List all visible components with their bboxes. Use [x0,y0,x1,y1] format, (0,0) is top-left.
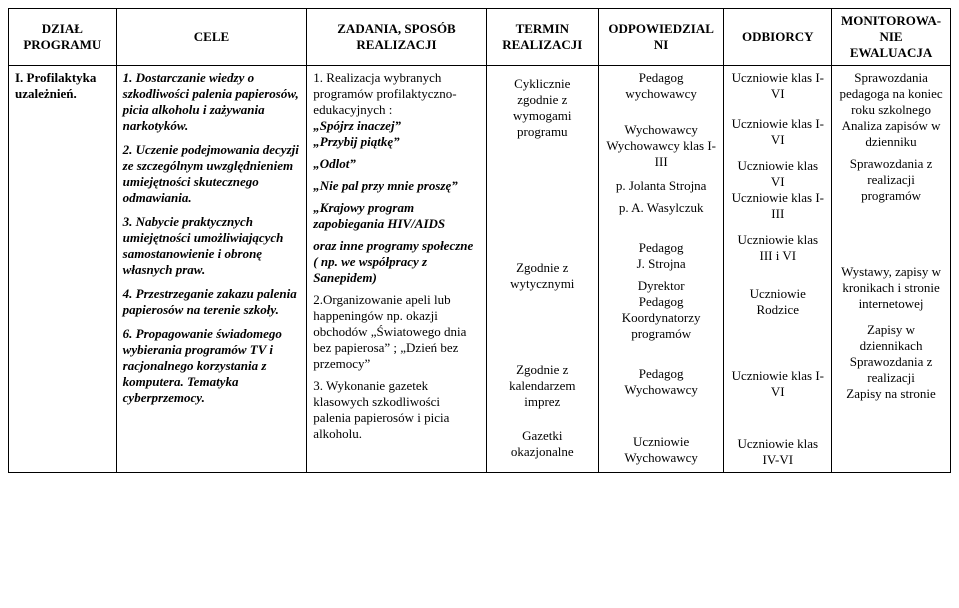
mon-5: Zapisy w dziennikach [838,322,944,354]
zad-1b: „Spójrz inaczej” [313,118,479,134]
zad-1c: „Przybij piątkę” [313,134,479,150]
odb-6: Uczniowie [730,286,825,302]
zad-1f: „Krajowy program zapobiegania HIV/AIDS [313,200,479,232]
cell-mon: Sprawozdania pedagoga na koniec roku szk… [832,66,951,473]
cele-1: 1. Dostarczanie wiedzy o szkodliwości pa… [123,70,301,134]
mon-2: Analiza zapisów w dzienniku [838,118,944,150]
odp-9: Pedagog [605,294,718,310]
mon-4: Wystawy, zapisy w kronikach i stronie in… [838,264,944,312]
odp-4: p. Jolanta Strojna [605,178,718,194]
cell-odb: Uczniowie klas I-VI Uczniowie klas I-VI … [724,66,832,473]
odb-7: Rodzice [730,302,825,318]
table-row: I. Profilaktyka uzależnień. 1. Dostarcza… [9,66,951,473]
odp-7: J. Strojna [605,256,718,272]
termin-1: Cyklicznie zgodnie z wymogami programu [493,76,592,140]
odp-1: Pedagog wychowawcy [605,70,718,102]
odp-13: Uczniowie [605,434,718,450]
mon-3: Sprawozdania z realizacji programów [838,156,944,204]
cele-6: 6. Propagowanie świadomego wybierania pr… [123,326,301,406]
odb-1: Uczniowie klas I-VI [730,70,825,102]
col-odb: ODBIORCY [724,9,832,66]
zad-2: 2.Organizowanie apeli lub happeningów np… [313,292,479,372]
zad-3: 3. Wykonanie gazetek klasowych szkodliwo… [313,378,479,442]
odp-14: Wychowawcy [605,450,718,466]
zad-1e: „Nie pal przy mnie proszę” [313,178,479,194]
odb-2: Uczniowie klas I-VI [730,116,825,148]
odb-5: Uczniowie klas III i VI [730,232,825,264]
odb-3: Uczniowie klas VI [730,158,825,190]
odp-2: Wychowawcy [605,122,718,138]
mon-1: Sprawozdania pedagoga na koniec roku szk… [838,70,944,118]
termin-2: Zgodnie z wytycznymi [493,260,592,292]
odb-9: Uczniowie klas IV-VI [730,436,825,468]
odp-10: Koordynatorzy programów [605,310,718,342]
odb-8: Uczniowie klas I-VI [730,368,825,400]
cell-termin: Cyklicznie zgodnie z wymogami programu Z… [486,66,598,473]
mon-6: Sprawozdania z realizacji [838,354,944,386]
cele-4: 4. Przestrzeganie zakazu palenia papiero… [123,286,301,318]
cell-odp: Pedagog wychowawcy Wychowawcy Wychowawcy… [598,66,724,473]
cell-dzial: I. Profilaktyka uzależnień. [9,66,117,473]
odp-3: Wychowawcy klas I-III [605,138,718,170]
program-table: DZIAŁ PROGRAMU CELE ZADANIA, SPOSÓB REAL… [8,8,951,473]
col-mon: MONITOROWA-NIE EWALUACJA [832,9,951,66]
odp-6: Pedagog [605,240,718,256]
col-odp: ODPOWIEDZIALNI [598,9,724,66]
odp-5: p. A. Wasylczuk [605,200,718,216]
table-header-row: DZIAŁ PROGRAMU CELE ZADANIA, SPOSÓB REAL… [9,9,951,66]
termin-4: Gazetki okazjonalne [493,428,592,460]
odp-11: Pedagog [605,366,718,382]
zad-1d: „Odlot” [313,156,479,172]
col-zadania: ZADANIA, SPOSÓB REALIZACJI [307,9,486,66]
odb-4: Uczniowie klas I-III [730,190,825,222]
cele-3: 3. Nabycie praktycznych umiejętności umo… [123,214,301,278]
termin-3: Zgodnie z kalendarzem imprez [493,362,592,410]
odp-12: Wychowawcy [605,382,718,398]
col-termin: TERMIN REALIZACJI [486,9,598,66]
zad-1a: 1. Realizacja wybranych programów profil… [313,70,479,118]
cell-zadania: 1. Realizacja wybranych programów profil… [307,66,486,473]
odp-8: Dyrektor [605,278,718,294]
dzial-text: I. Profilaktyka uzależnień. [15,70,96,101]
col-dzial: DZIAŁ PROGRAMU [9,9,117,66]
cell-cele: 1. Dostarczanie wiedzy o szkodliwości pa… [116,66,307,473]
col-cele: CELE [116,9,307,66]
zad-1g: oraz inne programy społeczne ( np. we ws… [313,238,479,286]
cele-2: 2. Uczenie podejmowania decyzji ze szcze… [123,142,301,206]
mon-7: Zapisy na stronie [838,386,944,402]
